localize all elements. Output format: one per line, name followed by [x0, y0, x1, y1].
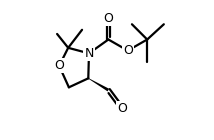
- Text: O: O: [123, 44, 133, 57]
- Text: O: O: [54, 59, 64, 72]
- Text: O: O: [117, 102, 127, 115]
- Polygon shape: [88, 78, 109, 91]
- Text: O: O: [103, 12, 113, 25]
- Text: N: N: [84, 47, 94, 60]
